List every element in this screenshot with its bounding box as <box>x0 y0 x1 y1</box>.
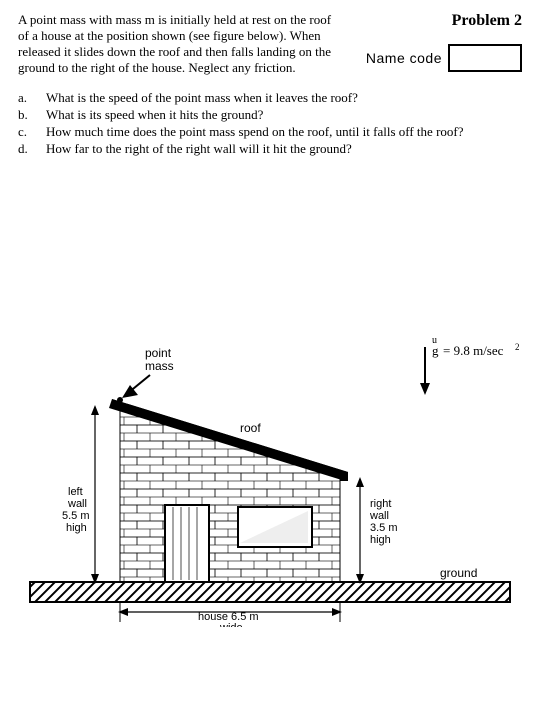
question-letter: c. <box>18 124 32 140</box>
question-letter: b. <box>18 107 32 123</box>
svg-text:3.5 m: 3.5 m <box>370 522 398 534</box>
question-text: What is its speed when it hits the groun… <box>46 107 263 123</box>
svg-text:5.5 m: 5.5 m <box>62 510 90 522</box>
problem-intro: A point mass with mass m is initially he… <box>18 12 335 76</box>
question-c: c. How much time does the point mass spe… <box>18 124 522 140</box>
width-dimension: house 6.5 m wide <box>118 602 342 627</box>
question-text: What is the speed of the point mass when… <box>46 90 358 106</box>
door <box>165 505 209 582</box>
question-text: How much time does the point mass spend … <box>46 124 464 140</box>
svg-text:high: high <box>66 522 87 534</box>
question-d: d. How far to the right of the right wal… <box>18 141 522 157</box>
svg-text:2: 2 <box>515 342 520 352</box>
svg-text:right: right <box>370 498 391 510</box>
right-wall-dimension: right wall 3.5 m high <box>356 477 398 584</box>
svg-text:wall: wall <box>369 510 389 522</box>
question-letter: a. <box>18 90 32 106</box>
question-list: a. What is the speed of the point mass w… <box>18 90 522 157</box>
question-letter: d. <box>18 141 32 157</box>
svg-text:wide: wide <box>219 622 243 627</box>
svg-text:= 9.8 m/sec: = 9.8 m/sec <box>443 343 504 358</box>
ground-label: ground <box>440 566 477 580</box>
roof-label: roof <box>240 421 261 435</box>
name-code-label: Name code <box>366 50 442 66</box>
house-body <box>120 407 340 582</box>
svg-text:left: left <box>68 486 83 498</box>
name-code-box[interactable] <box>448 44 522 72</box>
question-a: a. What is the speed of the point mass w… <box>18 90 522 106</box>
question-b: b. What is its speed when it hits the gr… <box>18 107 522 123</box>
problem-number: Problem 2 <box>347 12 522 30</box>
gravity-arrow: g u = 9.8 m/sec 2 <box>420 337 520 395</box>
svg-text:high: high <box>370 534 391 546</box>
question-text: How far to the right of the right wall w… <box>46 141 352 157</box>
ground-bar <box>30 582 510 602</box>
svg-text:mass: mass <box>145 359 174 373</box>
svg-text:point: point <box>145 346 172 360</box>
house-diagram: g u = 9.8 m/sec 2 left <box>20 337 520 627</box>
left-wall-dimension: left wall 5.5 m high <box>62 405 99 584</box>
svg-text:u: u <box>432 337 437 346</box>
svg-text:wall: wall <box>67 498 87 510</box>
point-mass-arrow: point mass <box>117 346 174 403</box>
